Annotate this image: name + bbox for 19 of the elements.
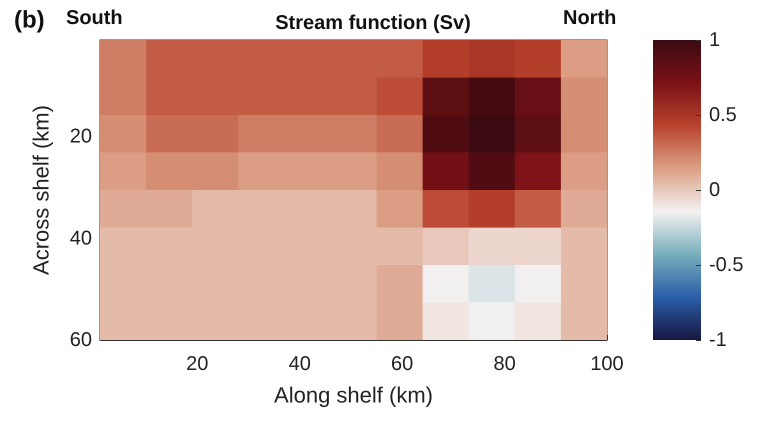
color-bar-label: -1 [709, 329, 727, 351]
x-tick-label: 20 [186, 353, 208, 375]
chart-title: Stream function (Sv) [275, 12, 471, 34]
x-tick-label: 60 [391, 353, 414, 375]
x-tick-label: 40 [288, 353, 311, 375]
color-bar-label: 1 [709, 29, 720, 51]
x-tick-label: 80 [493, 353, 516, 375]
color-bar-label: 0 [709, 179, 720, 201]
y-tick-label: 40 [70, 227, 92, 250]
x-tick-label: 100 [590, 353, 624, 375]
text: (b) [14, 6, 45, 34]
text: South [66, 7, 123, 29]
y-axis-title: Across shelf (km) [28, 105, 54, 275]
text: North [563, 7, 616, 29]
y-tick-label: 20 [70, 126, 92, 148]
x-axis-title: Along shelf (km) [274, 382, 433, 408]
color-bar-label: 0.5 [709, 104, 737, 126]
y-tick-label: 60 [70, 329, 92, 351]
color-bar-label: -0.5 [709, 254, 744, 276]
